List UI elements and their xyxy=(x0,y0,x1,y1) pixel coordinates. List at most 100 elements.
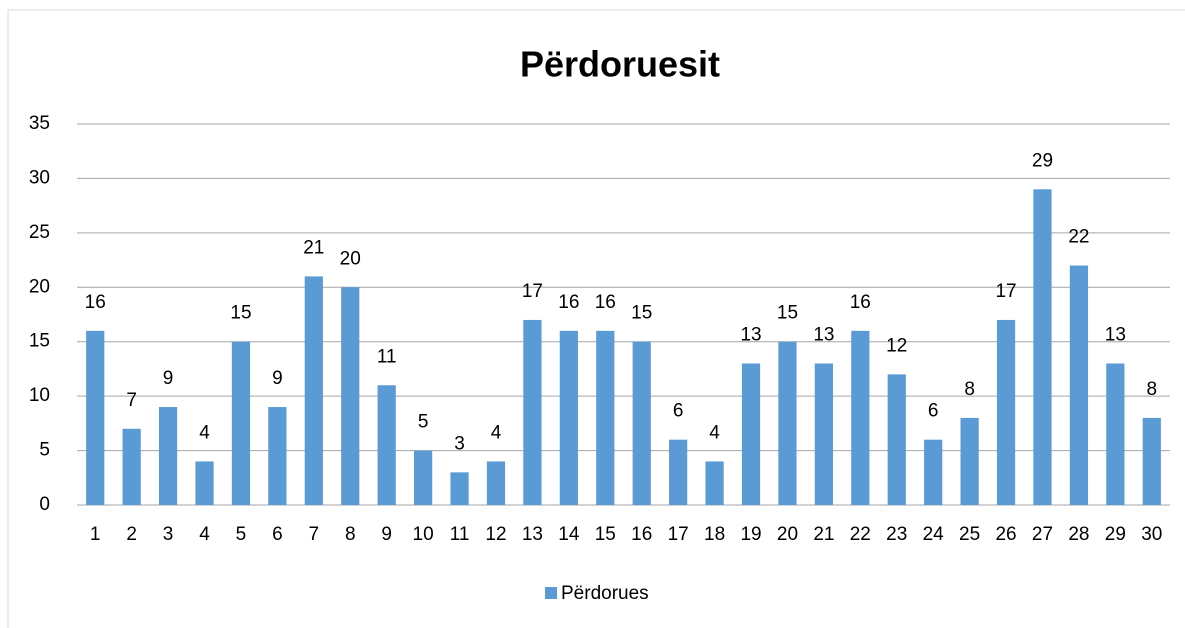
x-tick-label: 10 xyxy=(413,524,434,545)
y-tick-label: 35 xyxy=(29,113,50,134)
data-label: 22 xyxy=(1068,227,1089,248)
data-label: 13 xyxy=(1105,325,1126,346)
bar xyxy=(741,363,761,505)
bar xyxy=(341,287,360,505)
bar xyxy=(231,341,251,505)
bar xyxy=(414,450,433,505)
data-label: 29 xyxy=(1032,150,1053,171)
bar xyxy=(1033,189,1052,506)
y-tick-label: 20 xyxy=(29,276,50,297)
data-label: 7 xyxy=(126,390,137,411)
data-label: 17 xyxy=(995,281,1016,302)
x-tick-label: 30 xyxy=(1141,524,1162,545)
bar xyxy=(705,461,724,505)
bar xyxy=(996,319,1016,505)
x-tick-label: 15 xyxy=(595,524,616,545)
x-tick-label: 7 xyxy=(309,524,320,545)
x-tick-label: 25 xyxy=(959,524,980,545)
bar xyxy=(778,341,797,505)
data-label: 4 xyxy=(709,422,720,443)
data-label: 4 xyxy=(491,422,502,443)
y-tick-label: 25 xyxy=(29,222,50,243)
bar xyxy=(86,330,105,505)
bar xyxy=(304,276,323,505)
x-tick-label: 1 xyxy=(90,524,101,545)
data-label: 9 xyxy=(272,368,283,389)
bar xyxy=(1142,417,1161,505)
y-tick-label: 30 xyxy=(29,167,50,188)
data-label: 15 xyxy=(631,303,652,324)
data-label: 3 xyxy=(454,433,465,454)
data-label: 8 xyxy=(964,379,975,400)
data-label: 20 xyxy=(340,248,361,269)
bar xyxy=(851,330,870,505)
bar xyxy=(523,319,542,505)
x-tick-label: 13 xyxy=(522,524,543,545)
bar xyxy=(887,374,906,505)
bar xyxy=(377,385,396,505)
legend-swatch xyxy=(545,587,557,599)
x-tick-label: 26 xyxy=(995,524,1016,545)
data-label: 16 xyxy=(595,292,616,313)
bar xyxy=(814,363,833,505)
bar xyxy=(158,407,178,505)
bar xyxy=(450,472,469,505)
bar xyxy=(596,330,615,505)
x-tick-label: 9 xyxy=(381,524,392,545)
x-tick-label: 14 xyxy=(558,524,580,545)
y-tick-label: 5 xyxy=(39,440,50,461)
data-label: 6 xyxy=(928,401,939,422)
data-label: 15 xyxy=(777,303,798,324)
data-label: 5 xyxy=(418,412,429,433)
data-label: 9 xyxy=(163,368,174,389)
x-tick-label: 19 xyxy=(740,524,761,545)
y-tick-label: 0 xyxy=(39,494,50,515)
bar xyxy=(195,461,214,505)
data-label: 6 xyxy=(673,401,684,422)
bar xyxy=(559,330,578,505)
bar xyxy=(632,341,651,505)
bar xyxy=(669,439,688,505)
bar xyxy=(486,461,506,505)
data-label: 16 xyxy=(850,292,871,313)
x-tick-label: 29 xyxy=(1105,524,1126,545)
x-tick-label: 28 xyxy=(1068,524,1089,545)
bar xyxy=(268,407,287,505)
x-tick-label: 5 xyxy=(236,524,247,545)
data-label: 16 xyxy=(558,292,579,313)
x-tick-label: 22 xyxy=(850,524,871,545)
x-tick-label: 24 xyxy=(923,524,945,545)
y-tick-label: 10 xyxy=(29,385,50,406)
x-tick-label: 12 xyxy=(485,524,506,545)
data-label: 21 xyxy=(303,237,324,258)
data-label: 12 xyxy=(886,335,907,356)
data-label: 13 xyxy=(813,325,834,346)
x-tick-label: 16 xyxy=(631,524,652,545)
x-tick-label: 23 xyxy=(886,524,907,545)
data-label: 13 xyxy=(740,325,761,346)
data-label: 17 xyxy=(522,281,543,302)
bar xyxy=(1069,265,1089,505)
bar xyxy=(1106,363,1125,505)
x-tick-label: 27 xyxy=(1032,524,1053,545)
chart-title: Përdoruesit xyxy=(520,44,720,85)
data-label: 15 xyxy=(230,303,251,324)
bar xyxy=(122,428,141,505)
bar xyxy=(960,417,979,505)
x-tick-label: 20 xyxy=(777,524,798,545)
x-tick-label: 21 xyxy=(813,524,834,545)
chart-frame xyxy=(7,9,1185,628)
x-tick-label: 6 xyxy=(272,524,283,545)
data-label: 16 xyxy=(85,292,106,313)
x-tick-label: 11 xyxy=(450,524,470,545)
legend-label: Përdorues xyxy=(561,583,649,604)
data-label: 8 xyxy=(1146,379,1157,400)
data-label: 11 xyxy=(377,346,397,367)
x-tick-label: 3 xyxy=(163,524,174,545)
bar xyxy=(924,439,943,505)
y-tick-label: 15 xyxy=(29,331,50,352)
x-tick-label: 4 xyxy=(199,524,210,545)
x-tick-label: 17 xyxy=(668,524,689,545)
data-label: 4 xyxy=(199,422,210,443)
